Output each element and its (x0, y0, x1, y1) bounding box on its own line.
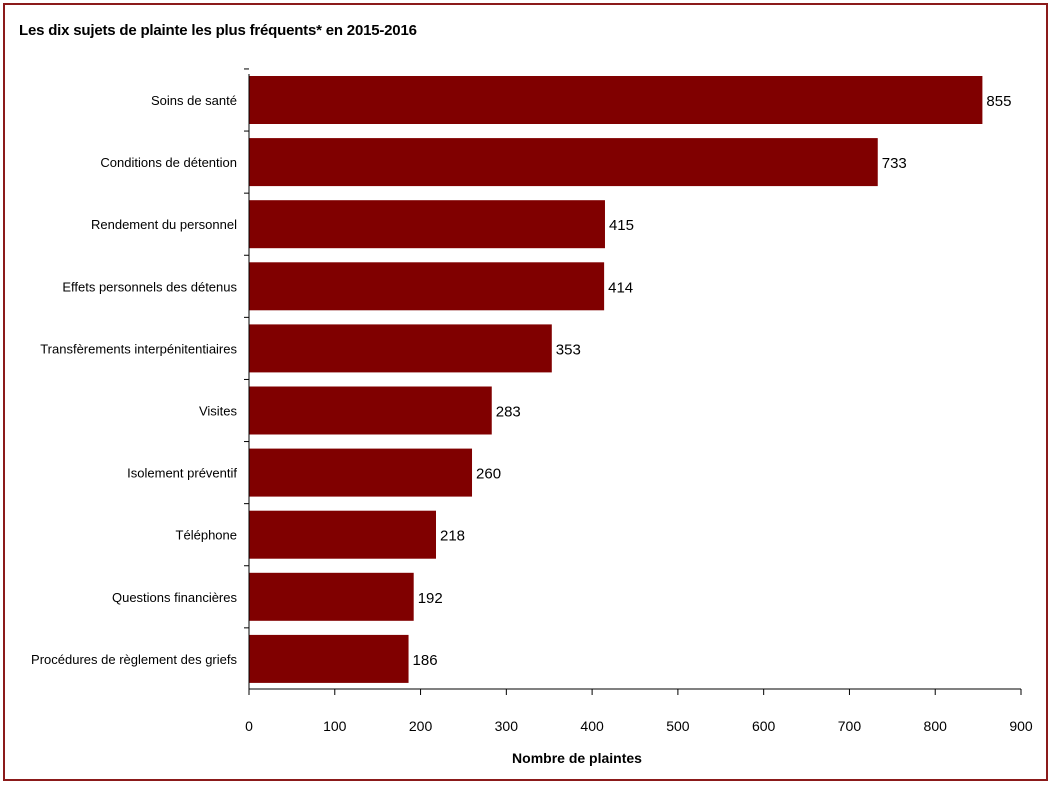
value-label-4: 353 (556, 341, 581, 358)
x-tick-label-4: 400 (580, 718, 604, 734)
bar-8 (249, 572, 414, 621)
x-tick-label-9: 900 (1009, 718, 1033, 734)
category-label-6: Isolement préventif (127, 466, 237, 481)
value-label-0: 855 (986, 93, 1011, 110)
category-label-4: Transfèrements interpénitentiaires (40, 341, 237, 356)
category-label-0: Soins de santé (151, 93, 237, 108)
x-tick-label-3: 300 (495, 718, 519, 734)
bar-2 (249, 200, 605, 249)
x-tick-label-7: 700 (838, 718, 862, 734)
category-label-5: Visites (199, 404, 238, 419)
value-label-1: 733 (882, 155, 907, 172)
category-label-2: Rendement du personnel (91, 217, 237, 232)
chart-title: Les dix sujets de plainte les plus fréqu… (19, 22, 417, 39)
value-label-6: 260 (476, 466, 501, 483)
bar-4 (249, 324, 552, 373)
value-label-7: 218 (440, 528, 465, 545)
category-label-8: Questions financières (112, 590, 238, 605)
value-label-9: 186 (413, 652, 438, 669)
x-tick-label-8: 800 (924, 718, 948, 734)
bars-layer: Soins de santé 855 Conditions de détention… (31, 76, 1011, 683)
value-label-8: 192 (418, 590, 443, 607)
x-tick-label-1: 100 (323, 718, 347, 734)
bar-1 (249, 138, 878, 187)
x-tick-label-0: 0 (245, 718, 253, 734)
bar-7 (249, 510, 436, 559)
bar-6 (249, 448, 473, 497)
x-tick-label-2: 200 (409, 718, 433, 734)
value-label-2: 415 (609, 217, 634, 234)
x-axis: 0 100 200 300 400 500 600 700 800 900 (244, 68, 1033, 734)
x-tick-label-5: 500 (666, 718, 690, 734)
value-label-5: 283 (496, 404, 521, 421)
category-label-1: Conditions de détention (100, 155, 237, 170)
x-tick-label-6: 600 (752, 718, 776, 734)
category-label-7: Téléphone (176, 528, 237, 543)
category-label-3: Effets personnels des détenus (62, 279, 237, 294)
bar-5 (249, 386, 492, 435)
category-label-9: Procédures de règlement des griefs (31, 652, 237, 667)
bar-9 (249, 634, 409, 683)
value-label-3: 414 (608, 279, 633, 296)
bar-3 (249, 262, 605, 311)
x-axis-label: Nombre de plaintes (512, 750, 642, 766)
chart-frame (3, 3, 1048, 781)
bar-0 (249, 76, 983, 124)
